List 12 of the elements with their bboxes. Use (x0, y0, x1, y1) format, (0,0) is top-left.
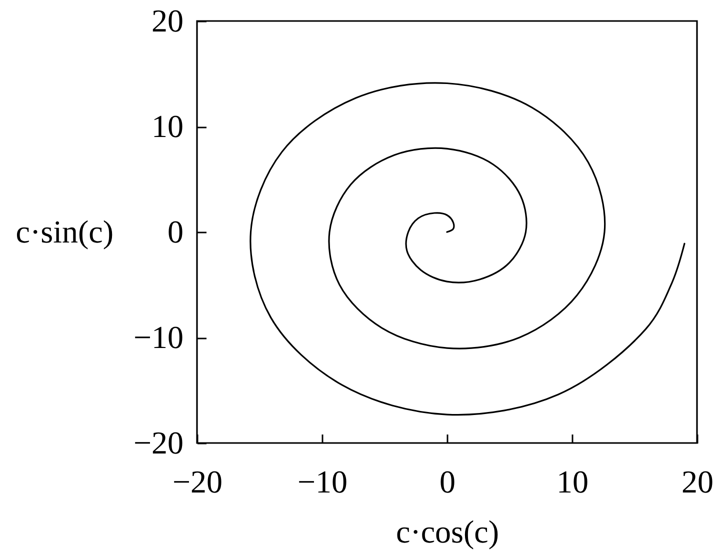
y-tick-label: −20 (133, 424, 184, 460)
x-tick-label: 20 (682, 464, 714, 500)
line-series (250, 82, 686, 416)
x-tick-label: −10 (297, 464, 348, 500)
y-axis-title: c·sin(c) (16, 214, 114, 250)
y-tick-label: 20 (152, 2, 184, 38)
x-tick-label: 0 (440, 464, 456, 500)
y-tick-label: 0 (168, 214, 184, 250)
y-tick-label: 10 (152, 108, 184, 144)
x-tick-label: 10 (556, 464, 588, 500)
x-axis-title: c·cos(c) (396, 514, 500, 550)
y-tick-label: −10 (133, 319, 184, 355)
